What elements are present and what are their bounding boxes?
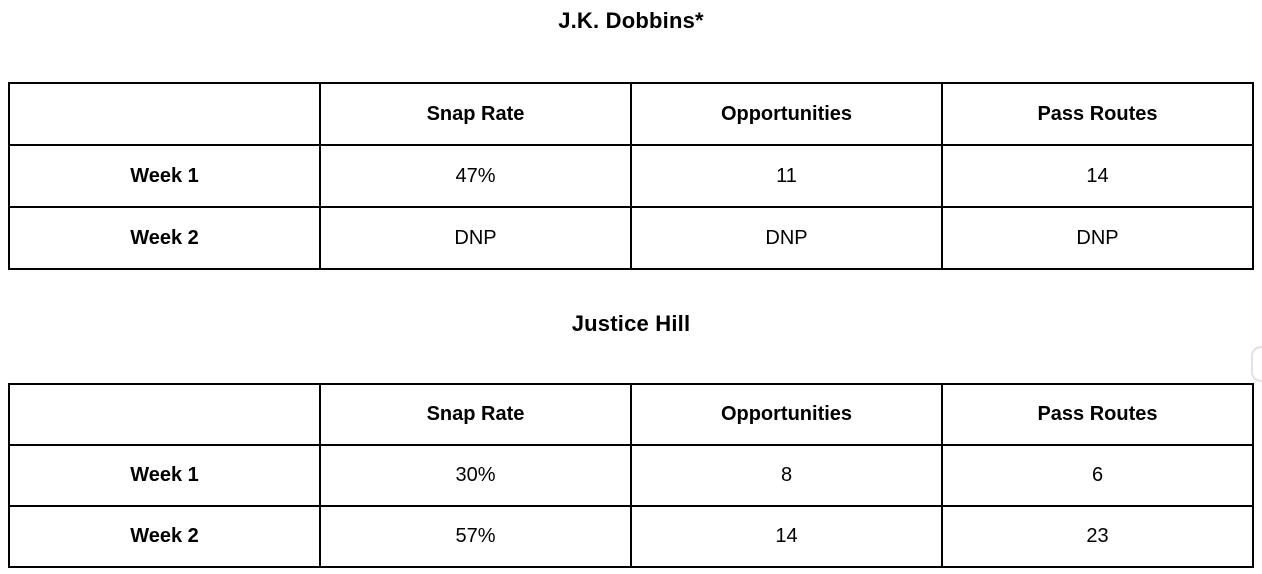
table-row-week-1: Week 1 30% 8 6 xyxy=(8,444,1254,507)
cell-opportunities: DNP xyxy=(630,206,943,270)
cell-snap-rate: 47% xyxy=(319,144,632,208)
column-header-opportunities: Opportunities xyxy=(630,383,943,446)
cell-pass-routes: 23 xyxy=(941,505,1254,568)
cell-opportunities: 11 xyxy=(630,144,943,208)
stats-table-justice-hill: Snap Rate Opportunities Pass Routes Week… xyxy=(8,383,1254,568)
row-label: Week 2 xyxy=(8,505,321,568)
corner-cell xyxy=(8,82,321,146)
table-row-week-2: Week 2 DNP DNP DNP xyxy=(8,206,1254,270)
cell-snap-rate: DNP xyxy=(319,206,632,270)
right-edge-overlay-tab[interactable] xyxy=(1251,346,1262,382)
cell-pass-routes: 6 xyxy=(941,444,1254,507)
header-row: Snap Rate Opportunities Pass Routes xyxy=(8,82,1254,146)
corner-cell xyxy=(8,383,321,446)
row-label: Week 1 xyxy=(8,144,321,208)
column-header-snap-rate: Snap Rate xyxy=(319,383,632,446)
header-row: Snap Rate Opportunities Pass Routes xyxy=(8,383,1254,446)
cell-pass-routes: DNP xyxy=(941,206,1254,270)
row-label: Week 2 xyxy=(8,206,321,270)
table-row-week-1: Week 1 47% 11 14 xyxy=(8,144,1254,208)
cell-snap-rate: 57% xyxy=(319,505,632,568)
cell-opportunities: 8 xyxy=(630,444,943,507)
cell-pass-routes: 14 xyxy=(941,144,1254,208)
column-header-snap-rate: Snap Rate xyxy=(319,82,632,146)
cell-opportunities: 14 xyxy=(630,505,943,568)
cell-snap-rate: 30% xyxy=(319,444,632,507)
stats-table-jk-dobbins: Snap Rate Opportunities Pass Routes Week… xyxy=(8,82,1254,270)
column-header-pass-routes: Pass Routes xyxy=(941,82,1254,146)
column-header-pass-routes: Pass Routes xyxy=(941,383,1254,446)
row-label: Week 1 xyxy=(8,444,321,507)
column-header-opportunities: Opportunities xyxy=(630,82,943,146)
table-row-week-2: Week 2 57% 14 23 xyxy=(8,505,1254,568)
table-title-jk-dobbins: J.K. Dobbins* xyxy=(558,8,704,33)
table-title-justice-hill: Justice Hill xyxy=(571,311,691,336)
